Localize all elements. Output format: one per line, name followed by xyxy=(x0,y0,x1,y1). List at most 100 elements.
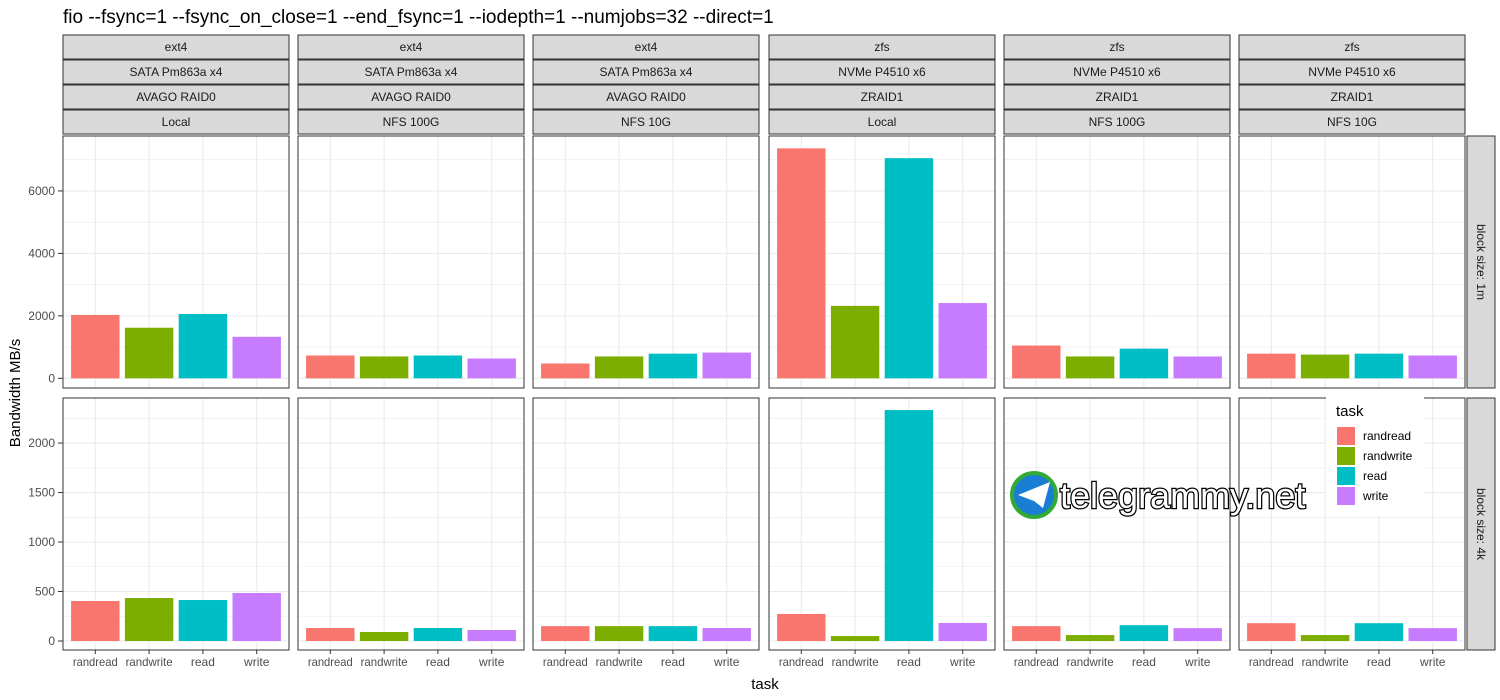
panel-border xyxy=(297,135,525,389)
legend-key-read xyxy=(1337,467,1355,485)
panel-background xyxy=(298,136,524,388)
x-tick-label: randwrite xyxy=(1302,655,1349,669)
bar-randwrite xyxy=(359,356,409,379)
bar-randwrite xyxy=(830,305,880,379)
x-tick-label: randread xyxy=(308,655,353,669)
x-tick-label: read xyxy=(191,655,215,669)
bar-write xyxy=(938,303,987,379)
paper-plane-icon xyxy=(1018,482,1050,508)
panel-border xyxy=(532,135,760,389)
bar-randwrite xyxy=(124,327,174,379)
facet-strip xyxy=(768,34,996,60)
bar-write xyxy=(1408,355,1457,379)
facet-strip-label: ZRAID1 xyxy=(1096,90,1139,104)
x-tick-label: read xyxy=(661,655,685,669)
bar-randwrite xyxy=(1300,635,1350,641)
bar-write xyxy=(467,630,516,641)
facet-strip-label: SATA Pm863a x4 xyxy=(365,65,458,79)
facet-strip xyxy=(532,84,760,110)
panel-background xyxy=(1004,398,1230,650)
bar-randread xyxy=(1012,626,1061,641)
x-tick-label: write xyxy=(478,655,505,669)
legend-label: read xyxy=(1363,469,1387,483)
bar-read xyxy=(413,628,463,641)
y-tick-label: 0 xyxy=(48,634,55,648)
facet-strip-label: ext4 xyxy=(400,40,423,54)
x-tick-label: write xyxy=(1419,655,1446,669)
bar-randread xyxy=(306,355,355,379)
bar-randwrite xyxy=(359,631,409,641)
watermark: telegrammy.net xyxy=(1010,471,1307,519)
x-tick-label: read xyxy=(897,655,921,669)
facet-strip xyxy=(297,59,525,85)
bar-randread xyxy=(777,148,826,379)
facet-strip-label: AVAGO RAID0 xyxy=(606,90,686,104)
y-tick-label: 6000 xyxy=(28,184,55,198)
panel-border xyxy=(532,397,760,651)
bar-write xyxy=(1408,628,1457,641)
bar-randread xyxy=(71,601,120,641)
y-tick-label: 500 xyxy=(35,585,55,599)
panel-background xyxy=(533,136,759,388)
bar-randwrite xyxy=(594,626,644,641)
bar-write xyxy=(702,352,751,379)
y-tick-label: 2000 xyxy=(28,436,55,450)
facet-strip-label: NFS 10G xyxy=(1327,115,1377,129)
panel-border xyxy=(768,135,996,389)
legend-key-write xyxy=(1337,487,1355,505)
y-tick-label: 1000 xyxy=(28,535,55,549)
x-tick-label: read xyxy=(426,655,450,669)
bar-write xyxy=(938,622,987,641)
facet-strip-label: AVAGO RAID0 xyxy=(136,90,216,104)
facet-strip xyxy=(768,84,996,110)
facet-strip-label: SATA Pm863a x4 xyxy=(600,65,693,79)
facet-strip-label: NVMe P4510 x6 xyxy=(1073,65,1161,79)
y-tick-label: 4000 xyxy=(28,246,55,260)
bar-read xyxy=(1119,625,1169,641)
y-tick-label: 0 xyxy=(48,371,55,385)
bar-randread xyxy=(541,363,590,379)
panel-border xyxy=(62,135,290,389)
facet-strip xyxy=(62,84,290,110)
facet-strip xyxy=(1238,59,1466,85)
facet-strip-label: NFS 100G xyxy=(1089,115,1146,129)
x-tick-label: randread xyxy=(73,655,118,669)
panel-border xyxy=(1003,135,1231,389)
facet-strip-label: Local xyxy=(868,115,897,129)
x-tick-label: write xyxy=(949,655,976,669)
x-tick-label: randread xyxy=(779,655,824,669)
facet-strip xyxy=(1238,34,1466,60)
bar-randwrite xyxy=(1300,354,1350,379)
facet-strip xyxy=(1003,84,1231,110)
facet-strip xyxy=(1238,84,1466,110)
bar-randwrite xyxy=(124,598,174,641)
x-tick-label: read xyxy=(1132,655,1156,669)
bar-read xyxy=(884,158,934,379)
x-tick-label: write xyxy=(1184,655,1211,669)
panel-border xyxy=(1003,397,1231,651)
panel-border xyxy=(768,397,996,651)
facet-strip xyxy=(532,34,760,60)
y-axis-label: Bandwidth MB/s xyxy=(7,339,24,447)
facet-strip-label: zfs xyxy=(874,40,889,54)
panel-background xyxy=(769,398,995,650)
bar-randread xyxy=(71,314,120,379)
bar-read xyxy=(1119,348,1169,379)
bar-randread xyxy=(541,626,590,641)
panel-border xyxy=(1238,135,1466,389)
facet-strip xyxy=(1003,59,1231,85)
bar-write xyxy=(1173,628,1222,641)
facet-strip xyxy=(297,109,525,135)
legend-label: randread xyxy=(1363,429,1411,443)
legend-title: task xyxy=(1336,403,1364,420)
panel-background xyxy=(298,398,524,650)
row-strip-label: block size: 1m xyxy=(1474,224,1488,300)
panel-border xyxy=(62,397,290,651)
bar-read xyxy=(648,353,698,379)
bar-write xyxy=(467,358,516,379)
x-tick-label: randwrite xyxy=(1067,655,1114,669)
facet-strip xyxy=(297,34,525,60)
bar-read xyxy=(884,410,934,641)
facet-strip-label: zfs xyxy=(1344,40,1359,54)
